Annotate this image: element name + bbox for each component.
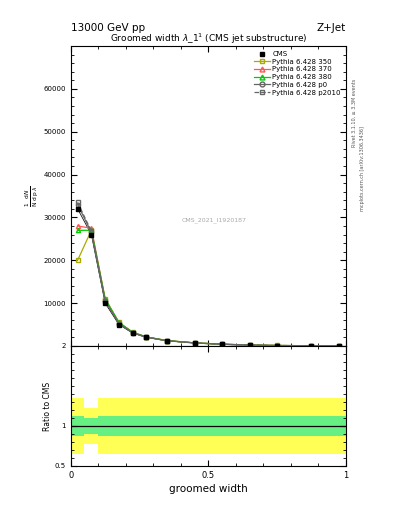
Pythia 6.428 p0 [309,343,314,349]
Pythia 6.428 380 [247,342,252,348]
X-axis label: groomed width: groomed width [169,484,248,494]
Pythia 6.428 380 [336,343,341,349]
Pythia 6.428 p2010 [89,228,94,234]
Pythia 6.428 370 [103,296,108,302]
Title: Groomed width $\lambda\_1^1$ (CMS jet substructure): Groomed width $\lambda\_1^1$ (CMS jet su… [110,32,307,46]
CMS [192,340,197,346]
Y-axis label: Ratio to CMS: Ratio to CMS [43,381,52,431]
Pythia 6.428 370 [247,342,252,348]
Pythia 6.428 p0 [247,342,252,348]
Pythia 6.428 350 [275,343,279,349]
Pythia 6.428 350 [220,341,224,347]
Text: CMS_2021_I1920187: CMS_2021_I1920187 [181,217,246,223]
Pythia 6.428 350 [144,334,149,340]
CMS [144,334,149,340]
Pythia 6.428 380 [75,227,80,233]
CMS [89,231,94,238]
CMS [75,206,80,212]
Pythia 6.428 p2010 [144,334,149,340]
Pythia 6.428 350 [89,227,94,233]
Pythia 6.428 370 [275,343,279,349]
CMS [165,338,169,344]
CMS [309,343,314,349]
Text: 13000 GeV pp: 13000 GeV pp [71,23,145,33]
Pythia 6.428 380 [130,329,135,335]
Pythia 6.428 p2010 [116,321,121,327]
Legend: CMS, Pythia 6.428 350, Pythia 6.428 370, Pythia 6.428 380, Pythia 6.428 p0, Pyth: CMS, Pythia 6.428 350, Pythia 6.428 370,… [253,50,342,97]
Pythia 6.428 p0 [192,340,197,346]
CMS [275,343,279,349]
Line: Pythia 6.428 p0: Pythia 6.428 p0 [75,203,341,348]
CMS [247,342,252,348]
Pythia 6.428 370 [220,341,224,347]
Pythia 6.428 p0 [275,343,279,349]
Line: Pythia 6.428 370: Pythia 6.428 370 [75,224,341,348]
Pythia 6.428 p0 [165,338,169,344]
Pythia 6.428 380 [309,343,314,349]
Pythia 6.428 380 [220,341,224,347]
CMS [116,322,121,328]
Pythia 6.428 p0 [116,321,121,327]
Pythia 6.428 380 [192,340,197,346]
Line: Pythia 6.428 p2010: Pythia 6.428 p2010 [75,200,341,348]
Text: mcplots.cern.ch [arXiv:1306.3436]: mcplots.cern.ch [arXiv:1306.3436] [360,126,365,211]
Pythia 6.428 370 [144,334,149,340]
Pythia 6.428 370 [336,343,341,349]
Pythia 6.428 350 [103,296,108,302]
Pythia 6.428 380 [116,319,121,326]
Pythia 6.428 p0 [144,334,149,340]
Line: Pythia 6.428 380: Pythia 6.428 380 [75,228,341,348]
Y-axis label: $\frac{1}{\mathrm{N}}\,\frac{\mathrm{d}N}{\mathrm{d}\,\mathrm{p\,}\lambda}$: $\frac{1}{\mathrm{N}}\,\frac{\mathrm{d}N… [24,185,40,207]
Line: Pythia 6.428 350: Pythia 6.428 350 [75,228,341,348]
Text: Z+Jet: Z+Jet [317,23,346,33]
Pythia 6.428 350 [336,343,341,349]
Pythia 6.428 380 [89,227,94,233]
Pythia 6.428 p2010 [130,330,135,336]
Pythia 6.428 p2010 [165,338,169,344]
Line: CMS: CMS [75,207,341,348]
Pythia 6.428 p0 [89,229,94,236]
Pythia 6.428 370 [309,343,314,349]
Pythia 6.428 p2010 [75,199,80,205]
Pythia 6.428 370 [192,340,197,346]
Pythia 6.428 p0 [130,330,135,336]
Pythia 6.428 350 [75,257,80,263]
Pythia 6.428 350 [247,342,252,348]
Pythia 6.428 p2010 [275,343,279,349]
Pythia 6.428 370 [75,223,80,229]
Pythia 6.428 350 [192,340,197,346]
Pythia 6.428 p0 [336,343,341,349]
Pythia 6.428 p2010 [220,341,224,347]
Pythia 6.428 p2010 [309,343,314,349]
Pythia 6.428 p2010 [103,298,108,304]
CMS [130,330,135,336]
Pythia 6.428 350 [165,337,169,344]
Text: Rivet 3.1.10, ≥ 3.3M events: Rivet 3.1.10, ≥ 3.3M events [352,78,357,147]
Pythia 6.428 p0 [75,202,80,208]
Pythia 6.428 p0 [103,298,108,304]
CMS [336,343,341,349]
Pythia 6.428 380 [103,296,108,302]
Pythia 6.428 350 [130,329,135,335]
Pythia 6.428 370 [116,319,121,326]
Pythia 6.428 370 [130,329,135,335]
Pythia 6.428 380 [165,337,169,344]
Pythia 6.428 350 [309,343,314,349]
Pythia 6.428 380 [144,334,149,340]
Pythia 6.428 p2010 [247,342,252,348]
Pythia 6.428 p2010 [336,343,341,349]
Pythia 6.428 370 [89,225,94,231]
Pythia 6.428 350 [116,319,121,326]
CMS [103,300,108,306]
Pythia 6.428 370 [165,337,169,344]
Pythia 6.428 p2010 [192,340,197,346]
CMS [220,341,224,347]
Pythia 6.428 p0 [220,341,224,347]
Pythia 6.428 380 [275,343,279,349]
